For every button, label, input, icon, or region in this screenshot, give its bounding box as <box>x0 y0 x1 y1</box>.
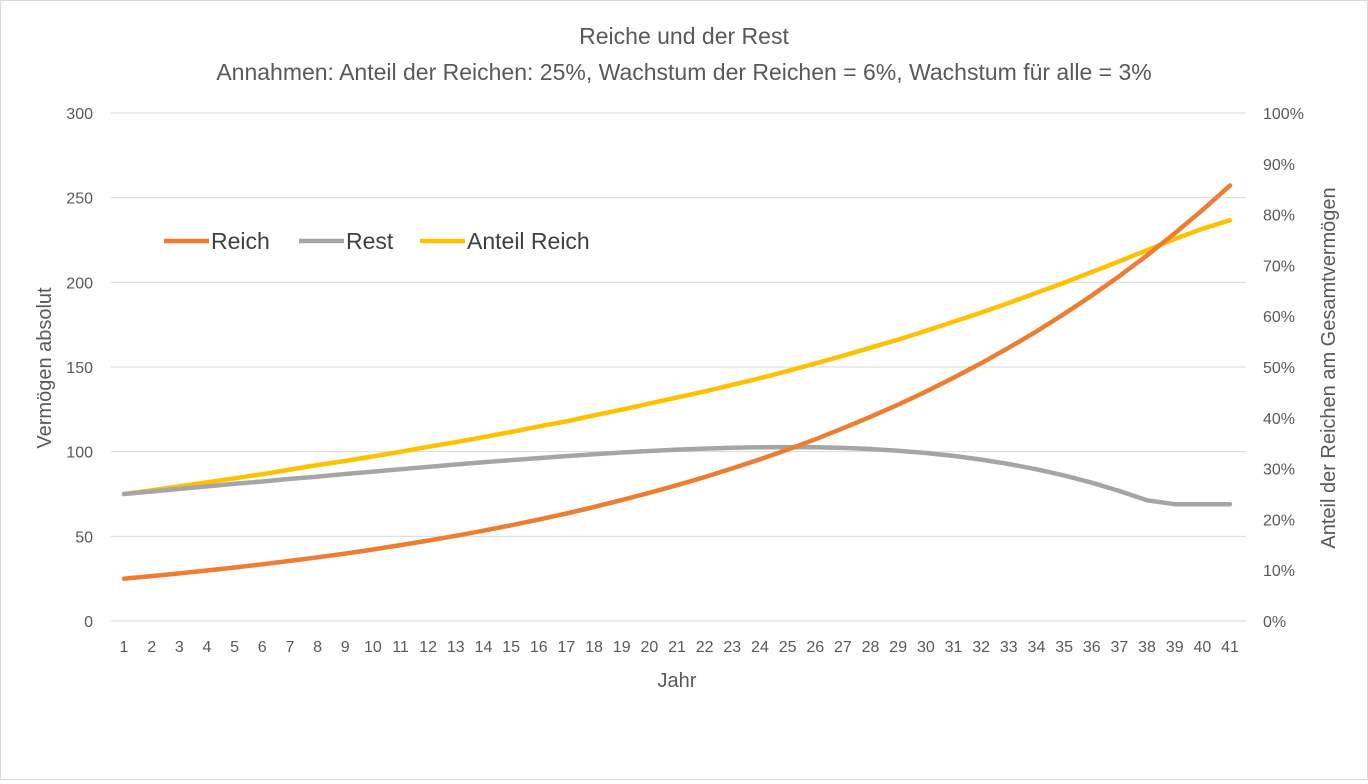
y-tick-label: 250 <box>66 191 93 208</box>
x-tick-label: 22 <box>696 639 714 656</box>
x-tick-label: 18 <box>585 639 603 656</box>
chart-subtitle: Annahmen: Anteil der Reichen: 25%, Wachs… <box>216 59 1151 85</box>
x-axis-ticks: 1 2 3 4 5 6 7 8 9 10 11 12 13 14 15 16 17 18 19 20 21 22 23 24 2… <box>120 639 1239 656</box>
legend-label-rest: Rest <box>346 228 394 254</box>
y-tick-label: 50 <box>75 529 93 546</box>
x-tick-label: 26 <box>806 639 824 656</box>
y-tick-label: 100 <box>66 445 93 462</box>
series-line-anteil-reich <box>121 217 1233 497</box>
y2-tick-label: 70% <box>1263 258 1295 275</box>
x-tick-label: 11 <box>392 639 409 656</box>
x-tick-label: 32 <box>972 639 990 656</box>
x-tick-label: 29 <box>889 639 907 656</box>
x-tick-label: 33 <box>1000 639 1018 656</box>
x-tick-label: 12 <box>419 639 437 656</box>
y2-tick-label: 80% <box>1263 208 1295 225</box>
x-tick-label: 19 <box>613 639 631 656</box>
y-axis-right-title: Anteil der Reichen am Gesamtvermögen <box>1318 187 1340 548</box>
x-tick-label: 20 <box>640 639 658 656</box>
y2-tick-label: 60% <box>1263 309 1295 326</box>
x-tick-label: 36 <box>1083 639 1101 656</box>
legend-label-reich: Reich <box>211 228 270 254</box>
y2-tick-label: 50% <box>1263 360 1295 377</box>
y-tick-label: 0 <box>84 614 93 631</box>
x-tick-label: 13 <box>447 639 465 656</box>
y2-tick-label: 40% <box>1263 411 1295 428</box>
x-tick-label: 24 <box>751 639 769 656</box>
x-tick-label: 23 <box>723 639 741 656</box>
x-tick-label: 14 <box>475 639 493 656</box>
legend-label-anteil-reich: Anteil Reich <box>467 228 590 254</box>
x-axis-title: Jahr <box>658 670 697 692</box>
y-axis-right-ticks: 0% 10% 20% 30% 40% 50% 60% 70% 80% 90% 100% <box>1263 106 1304 631</box>
x-tick-label: 28 <box>862 639 880 656</box>
x-tick-label: 10 <box>364 639 382 656</box>
series-line-rest <box>121 444 1233 507</box>
x-tick-label: 17 <box>558 639 576 656</box>
x-tick-label: 25 <box>779 639 797 656</box>
chart-title: Reiche und der Rest <box>579 23 789 49</box>
x-tick-label: 16 <box>530 639 548 656</box>
x-tick-label: 8 <box>313 639 322 656</box>
legend: Reich Rest Anteil Reich <box>164 228 590 254</box>
y-tick-label: 300 <box>66 106 93 123</box>
y2-tick-label: 10% <box>1263 563 1295 580</box>
x-tick-label: 35 <box>1055 639 1073 656</box>
x-tick-label: 6 <box>258 639 267 656</box>
y2-tick-label: 0% <box>1263 614 1286 631</box>
x-tick-label: 30 <box>917 639 935 656</box>
x-tick-label: 21 <box>668 639 686 656</box>
y2-tick-label: 30% <box>1263 462 1295 479</box>
x-tick-label: 27 <box>834 639 852 656</box>
x-tick-label: 4 <box>202 639 211 656</box>
x-tick-label: 5 <box>230 639 239 656</box>
x-tick-label: 1 <box>120 639 129 656</box>
x-tick-label: 34 <box>1028 639 1046 656</box>
x-tick-label: 39 <box>1166 639 1184 656</box>
y2-tick-label: 100% <box>1263 106 1304 123</box>
x-tick-label: 2 <box>147 639 156 656</box>
y2-tick-label: 90% <box>1263 157 1295 174</box>
series-lines <box>121 183 1233 581</box>
y2-tick-label: 20% <box>1263 512 1295 529</box>
series-line-reich <box>121 183 1233 581</box>
x-tick-label: 40 <box>1193 639 1211 656</box>
x-tick-label: 9 <box>341 639 350 656</box>
x-tick-label: 7 <box>285 639 294 656</box>
x-tick-label: 3 <box>175 639 184 656</box>
y-axis-left-ticks: 0 50 100 150 200 250 300 <box>66 106 93 631</box>
x-tick-label: 38 <box>1138 639 1156 656</box>
y-tick-label: 200 <box>66 275 93 292</box>
x-tick-label: 31 <box>945 639 963 656</box>
gridlines <box>111 112 1246 622</box>
x-tick-label: 15 <box>502 639 520 656</box>
x-tick-label: 37 <box>1111 639 1129 656</box>
y-axis-left-title: Vermögen absolut <box>34 287 56 449</box>
y-tick-label: 150 <box>66 360 93 377</box>
x-tick-label: 41 <box>1221 639 1239 656</box>
